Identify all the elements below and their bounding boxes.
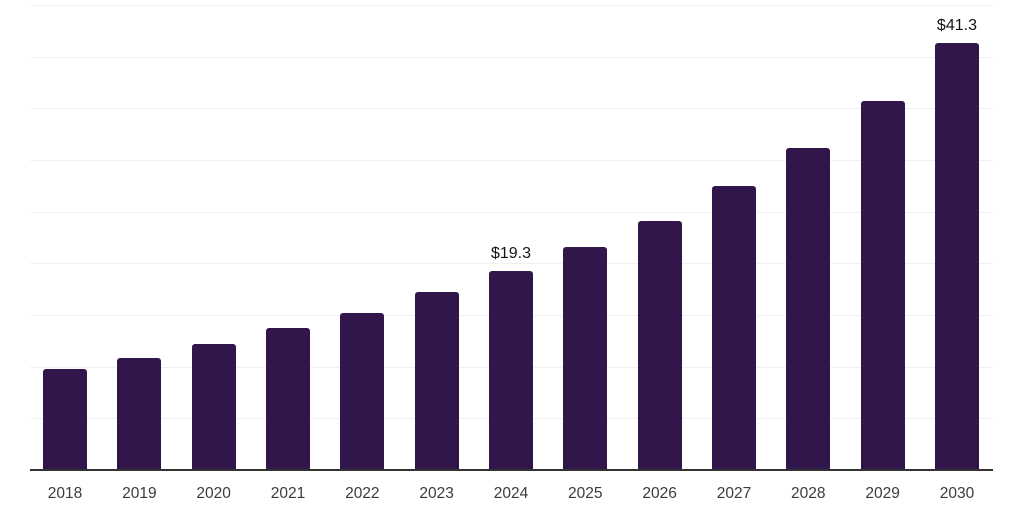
gridline <box>30 211 993 213</box>
gridline <box>30 263 993 265</box>
x-tick-label-2027: 2027 <box>716 485 752 502</box>
bar-2025 <box>563 246 608 470</box>
x-tick-label-2025: 2025 <box>568 485 603 502</box>
bar-2023 <box>414 292 459 470</box>
x-axis-line <box>30 469 993 471</box>
x-tick-label-2020: 2020 <box>196 485 231 502</box>
bar-2028 <box>786 147 831 470</box>
x-tick-label-2026: 2026 <box>642 485 677 502</box>
bar-2020 <box>191 343 236 470</box>
x-tick-label-2030: 2030 <box>939 485 975 502</box>
x-tick-label-2021: 2021 <box>270 485 306 502</box>
bar-2018 <box>43 368 87 470</box>
x-tick-label-2023: 2023 <box>419 485 454 502</box>
bar-2026 <box>637 220 682 470</box>
bar-value-label-2030: $41.3 <box>936 17 977 35</box>
x-tick-label-2028: 2028 <box>791 485 826 502</box>
gridline <box>30 56 993 58</box>
bar-2024 <box>488 270 533 470</box>
x-tick-label-2018: 2018 <box>47 485 83 502</box>
x-tick-label-2022: 2022 <box>345 485 380 502</box>
bar-2022 <box>340 312 385 470</box>
bar-2029 <box>860 101 905 470</box>
x-tick-label-2029: 2029 <box>865 485 900 502</box>
x-tick-label-2024: 2024 <box>493 485 529 502</box>
gridline <box>30 108 993 110</box>
gridline <box>30 5 993 6</box>
bar-value-label-2024: $19.3 <box>490 244 531 262</box>
bar-2027 <box>711 185 756 470</box>
bar-2021 <box>265 328 310 470</box>
bar-2030 <box>934 43 979 470</box>
bar-2019 <box>117 358 162 470</box>
gridline <box>30 160 993 161</box>
x-tick-label-2019: 2019 <box>122 485 157 502</box>
